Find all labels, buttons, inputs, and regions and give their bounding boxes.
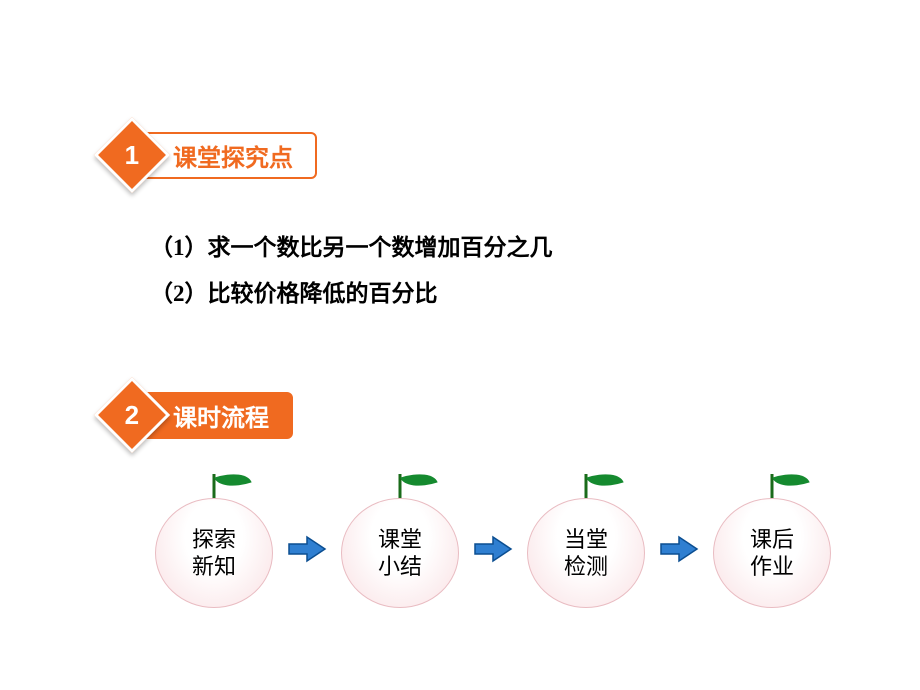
apple-body: 课堂小结: [341, 498, 459, 608]
apple-body: 当堂检测: [527, 498, 645, 608]
flow-arrow-icon: [659, 534, 699, 564]
flow-step-label: 当堂检测: [564, 526, 608, 581]
apple-body: 课后作业: [713, 498, 831, 608]
section-1-number: 1: [125, 140, 139, 171]
flow-step-label: 探索新知: [192, 526, 236, 581]
section-1-title: 课堂探究点: [145, 132, 317, 179]
apple-leaf: [400, 467, 437, 493]
flow-arrow-icon: [473, 534, 513, 564]
point-2: （2）比较价格降低的百分比: [150, 271, 553, 317]
flow-step-2: 当堂检测: [527, 490, 645, 608]
point-1: （1）求一个数比另一个数增加百分之几: [150, 225, 553, 271]
section-2-header: 2 课时流程: [105, 388, 293, 442]
apple-leaf: [214, 467, 251, 493]
apple-leaf: [586, 467, 623, 493]
flow-step-1: 课堂小结: [341, 490, 459, 608]
inquiry-points: （1）求一个数比另一个数增加百分之几 （2）比较价格降低的百分比: [150, 225, 553, 317]
flow-step-3: 课后作业: [713, 490, 831, 608]
section-1-header: 1 课堂探究点: [105, 128, 317, 182]
section-1-diamond: 1: [94, 117, 170, 193]
apple-leaf: [772, 467, 809, 493]
apple-body: 探索新知: [155, 498, 273, 608]
section-2-diamond: 2: [94, 377, 170, 453]
lesson-flow: 探索新知 课堂小结 当堂检测 课后作业: [155, 490, 831, 608]
flow-step-label: 课后作业: [750, 526, 794, 581]
flow-arrow-icon: [287, 534, 327, 564]
flow-step-label: 课堂小结: [378, 526, 422, 581]
section-2-number: 2: [125, 400, 139, 431]
flow-step-0: 探索新知: [155, 490, 273, 608]
